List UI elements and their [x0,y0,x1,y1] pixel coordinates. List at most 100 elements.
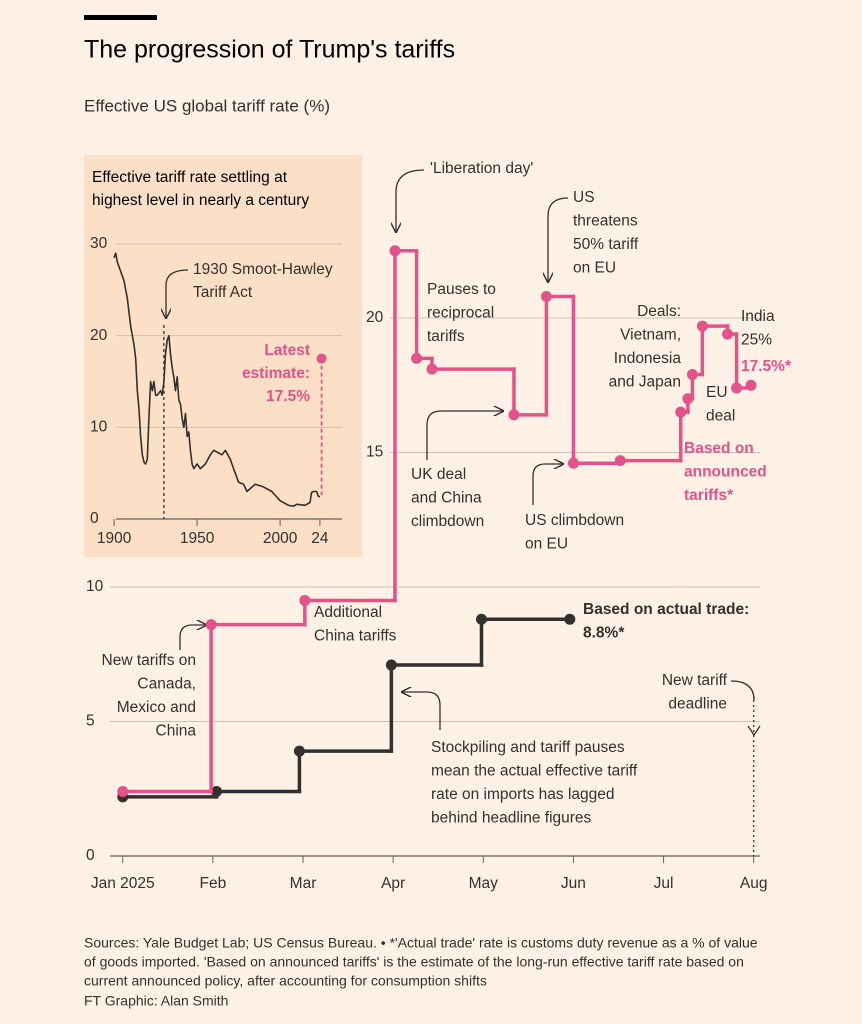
annotation: tariffs* [684,487,734,504]
point [385,659,397,671]
arrow [426,411,503,460]
arrow [402,692,441,730]
annotation: deadline [668,696,727,713]
annotation: rate on imports has lagged [431,786,615,803]
point [299,594,311,606]
annotation: 'Liberation day' [430,160,533,177]
inset-box [84,155,362,557]
annotation: Pauses to [427,281,496,298]
footnote: of goods imported. 'Based on announced t… [84,954,744,970]
y-tick-label: 15 [366,444,383,461]
top-bar [84,15,157,20]
point [426,363,438,375]
annotation: US climbdown [525,512,624,529]
x-tick-label: Jun [561,875,586,892]
y-tick-label: 20 [90,327,108,344]
annotation: 8.8%* [583,625,625,642]
point [675,406,687,418]
point [540,290,552,302]
point [508,409,520,421]
annotation: climbdown [411,513,484,530]
annotation: on EU [525,536,568,553]
point [475,613,487,625]
arrow [396,169,425,232]
arrow [548,197,569,282]
inset-title: highest level in nearly a century [92,192,309,209]
annotation: threatens [573,213,638,230]
inset-title: Effective tariff rate settling at [92,169,288,186]
annotation: mean the actual effective tariff [431,763,638,780]
annotation: Additional [314,604,382,621]
annotation: Stockpiling and tariff pauses [431,739,625,756]
annotation: deal [706,408,735,425]
point [411,352,423,364]
x-tick-label: 24 [311,530,329,547]
point [686,368,698,380]
point [722,328,734,340]
point [564,613,576,625]
x-tick-label: Feb [200,875,227,892]
point [210,785,222,797]
annotation: 17.5%* [741,358,792,375]
x-tick-label: Mar [290,875,317,892]
annotation: 50% tariff [573,236,639,253]
arrow [166,269,189,318]
inset-chart: Effective tariff rate settling at highest… [90,169,342,547]
y-tick-label: 0 [86,847,95,864]
annotation: Canada, [137,676,196,693]
annotation: and China [411,490,482,507]
y-tick-label: 10 [86,578,104,595]
point [205,619,217,631]
point [389,245,401,257]
annotation: China [156,723,197,740]
annotation: estimate: [242,365,310,382]
annotation: and Japan [609,374,681,391]
x-tick-label: May [469,875,499,892]
point [316,353,327,364]
point [567,457,579,469]
footnote: current announced policy, after accounti… [84,973,487,989]
annotation: Based on [684,440,754,457]
point [745,379,757,391]
annotation: UK deal [411,466,466,483]
point [293,745,305,757]
x-tick-label: 2000 [263,530,298,547]
point [682,393,694,405]
annotation-arrows [166,169,761,737]
series-line [113,252,321,507]
x-tick-label: Apr [381,875,405,892]
footer: Sources: Yale Budget Lab; US Census Bure… [84,935,758,1009]
annotation: Mexico and [117,699,196,716]
annotation: announced [684,464,767,481]
main-grid: 0 5 10 15 20 Jan 2025 Feb Mar Apr May Jun Jul Aug [86,309,767,892]
point [614,455,626,467]
x-tick-label: 1950 [180,530,215,547]
x-tick-label: Aug [740,875,768,892]
main-chart: 'Liberation day' Pauses to reciprocal tarif… [102,160,792,856]
annotation: behind headline figures [431,810,592,827]
y-tick-label: 5 [86,713,95,730]
annotation: Indonesia [614,350,682,367]
x-tick-label: Jul [654,875,674,892]
annotation: reciprocal [427,305,494,322]
x-tick-label: Jan 2025 [91,875,155,892]
annotation: New tariffs on [102,652,196,669]
y-tick-label: 30 [90,235,108,252]
point [696,320,708,332]
point [731,382,743,394]
chart-subtitle: Effective US global tariff rate (%) [84,96,330,115]
point [117,785,129,797]
annotation: 17.5% [266,388,310,405]
arrow [532,464,563,505]
annotation: New tariff [662,672,728,689]
annotation: Vietnam, [620,327,681,344]
annotation: EU [706,384,728,401]
annotation: 25% [741,332,772,349]
y-tick-label: 10 [90,418,108,435]
annotation: Based on actual trade: [583,601,749,618]
credit: FT Graphic: Alan Smith [84,993,228,1009]
chart-title: The progression of Trump's tariffs [84,36,455,64]
annotation: 1930 Smoot-Hawley [193,261,333,278]
